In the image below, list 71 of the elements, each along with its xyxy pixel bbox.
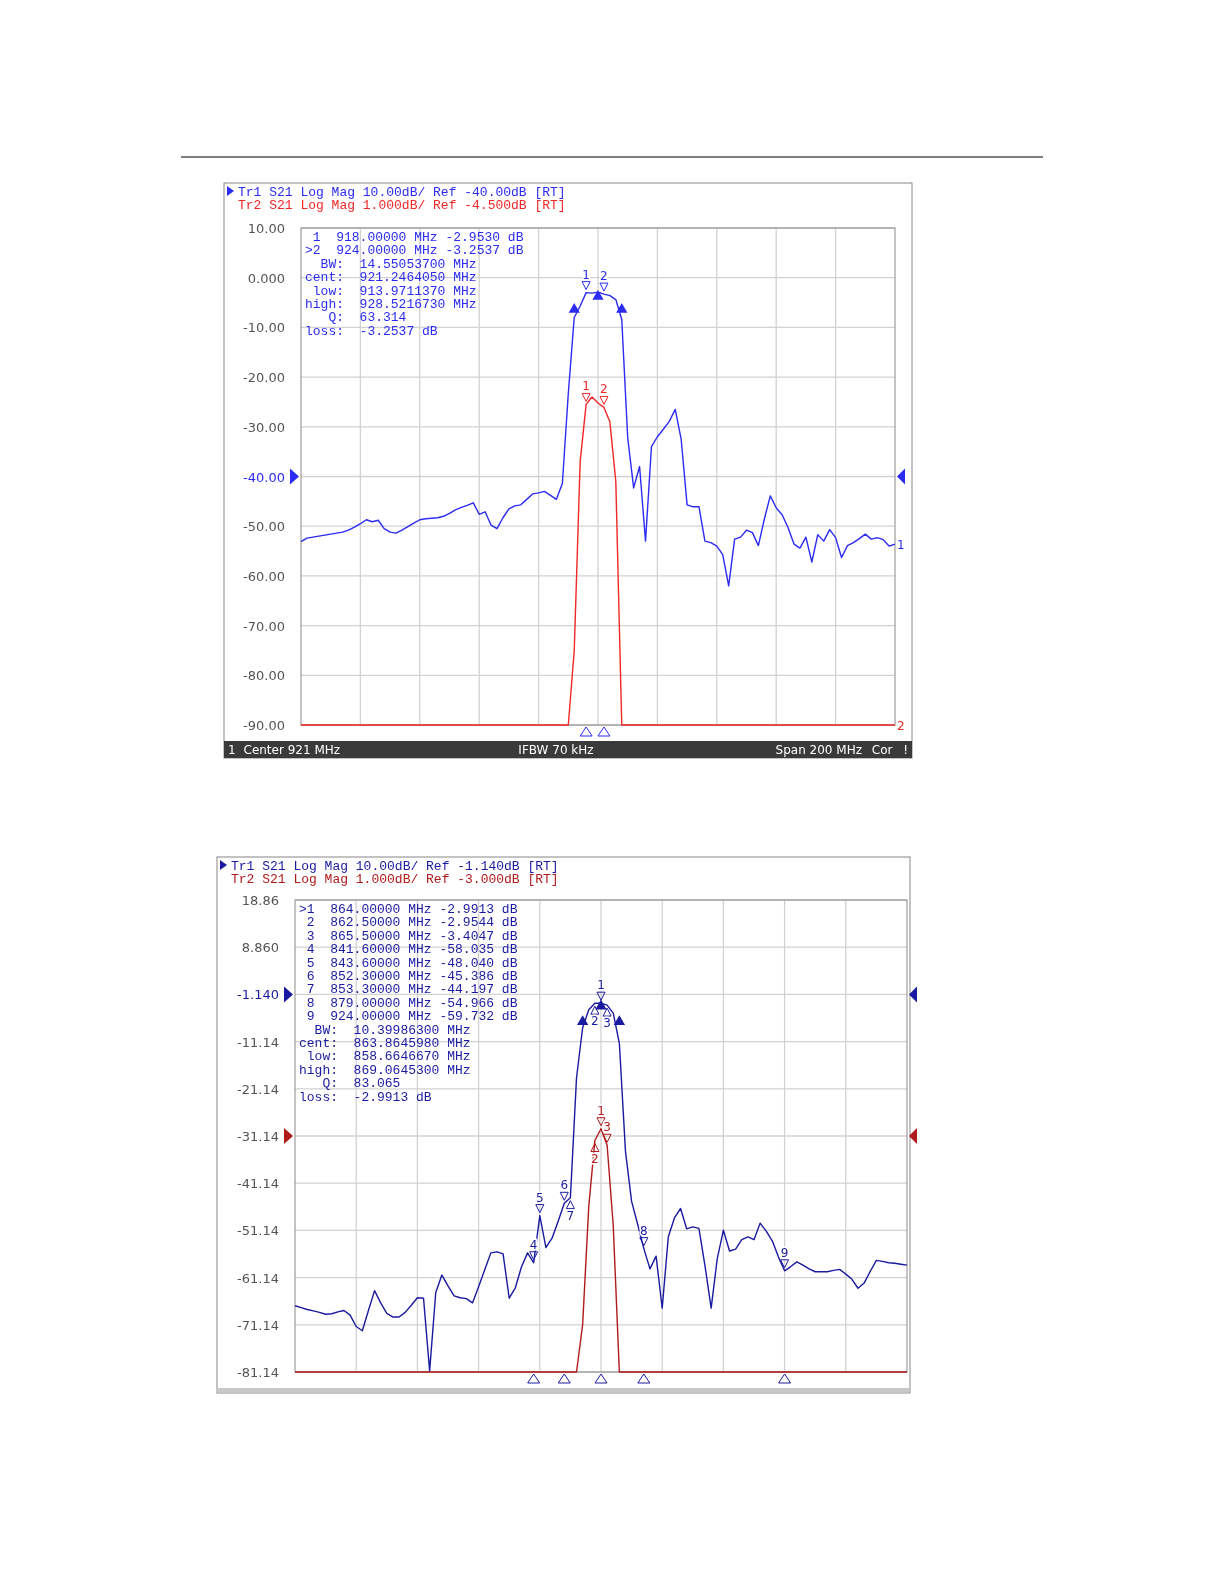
annotation: BW: 14.55053700 MHz xyxy=(305,256,477,272)
annotation: 1 xyxy=(582,267,590,282)
y-tick-label: -81.14 xyxy=(237,1365,279,1380)
annotation: 2 xyxy=(591,1014,599,1029)
text: ! xyxy=(903,743,908,757)
annotation: cent: 921.2464050 MHz xyxy=(305,270,477,286)
annotation: Q: 63.314 xyxy=(305,310,407,326)
annotation: >1 864.00000 MHz -2.9913 dB xyxy=(299,902,518,917)
text: Tr2 S21 Log Mag 1.000dB/ Ref -4.500dB [RT] xyxy=(238,198,566,213)
y-tick-label: -71.14 xyxy=(237,1317,279,1333)
text: Tr2 S21 Log Mag 1.000dB/ Ref -3.000dB [RT] xyxy=(231,872,559,887)
annotation: 1 xyxy=(597,978,605,993)
annotation: 3 xyxy=(603,1016,611,1031)
text: Cor xyxy=(871,743,893,757)
y-tick-label: -80.00 xyxy=(243,668,285,684)
y-tick-label: -51.14 xyxy=(237,1223,279,1239)
y-tick-label: -90.00 xyxy=(243,718,285,733)
legend-label: Tr1 S21 Log Mag 10.00dB/ Ref -40.00dB [RT] xyxy=(238,185,566,200)
text: 1 xyxy=(897,538,905,553)
legend-label: Tr1 S21 Log Mag 10.00dB/ Ref -1.140dB [RT] xyxy=(231,859,559,874)
annotation: 9 924.00000 MHz -59.732 dB xyxy=(299,1009,518,1025)
annotation: 7 xyxy=(566,1208,575,1223)
y-tick-label: -70.00 xyxy=(243,618,285,634)
annotation: loss: -2.9913 dB xyxy=(299,1089,432,1105)
y-tick-label: -21.14 xyxy=(237,1081,279,1097)
annotation: 2 xyxy=(600,382,608,397)
y-tick-label: -40.00 xyxy=(243,469,285,485)
annotation: 1 918.00000 MHz -2.9530 dB xyxy=(305,230,524,245)
annotation: 8 xyxy=(640,1223,648,1238)
annotation: 2 862.50000 MHz -2.9544 dB xyxy=(299,915,518,931)
y-tick-label: -20.00 xyxy=(243,370,285,386)
annotation: 9 xyxy=(780,1245,789,1260)
y-tick-label: -11.14 xyxy=(237,1034,279,1050)
y-tick-label: -50.00 xyxy=(243,519,285,535)
annotation: cent: 863.8645980 MHz xyxy=(299,1036,471,1051)
annotation: 1 xyxy=(597,1103,605,1118)
annotation: low: 913.9711370 MHz xyxy=(305,283,477,299)
y-tick-label: -61.14 xyxy=(237,1270,279,1286)
annotation: high: 869.0645300 MHz xyxy=(299,1062,471,1078)
annotation: 6 852.30000 MHz -45.386 dB xyxy=(299,969,518,984)
annotation: high: 928.5216730 MHz xyxy=(305,297,477,312)
text: 2 xyxy=(897,719,905,733)
annotation: 1 xyxy=(582,379,590,394)
text: IFBW 70 kHz xyxy=(518,743,594,757)
y-tick-label: -30.00 xyxy=(243,419,285,435)
annotation: 7 853.30000 MHz -44.197 dB xyxy=(299,982,518,998)
text: Center 921 MHz xyxy=(243,743,341,757)
text: 1 xyxy=(228,743,236,757)
annotation: >2 924.00000 MHz -3.2537 dB xyxy=(305,243,524,259)
y-tick-label: 0.000 xyxy=(247,270,285,286)
annotation: 3 865.50000 MHz -3.4047 dB xyxy=(299,928,518,944)
y-tick-label: 18.86 xyxy=(241,893,279,908)
y-tick-label: -31.14 xyxy=(237,1129,279,1144)
annotation: 3 xyxy=(603,1120,611,1135)
annotation: 2 xyxy=(600,269,608,284)
annotation: 8 879.00000 MHz -54.966 dB xyxy=(299,995,518,1011)
annotation: 4 841.60000 MHz -58.035 dB xyxy=(299,942,518,958)
y-tick-label: -10.00 xyxy=(243,320,285,336)
annotation: 5 843.60000 MHz -48.040 dB xyxy=(299,955,518,971)
y-tick-label: 8.860 xyxy=(241,940,279,956)
y-tick-label: 10.00 xyxy=(247,221,285,236)
annotation: 6 xyxy=(560,1178,569,1193)
y-tick-label: -41.14 xyxy=(237,1176,279,1192)
text: Span 200 MHz xyxy=(775,743,862,757)
y-tick-label: -1.140 xyxy=(237,987,279,1003)
annotation: loss: -3.2537 dB xyxy=(305,323,438,339)
y-tick-label: -60.00 xyxy=(243,568,285,584)
annotation: BW: 10.39986300 MHz xyxy=(299,1022,471,1038)
annotation: Q: 83.065 xyxy=(299,1076,401,1092)
annotation: low: 858.6646670 MHz xyxy=(299,1049,471,1065)
annotation: 5 xyxy=(535,1190,544,1205)
